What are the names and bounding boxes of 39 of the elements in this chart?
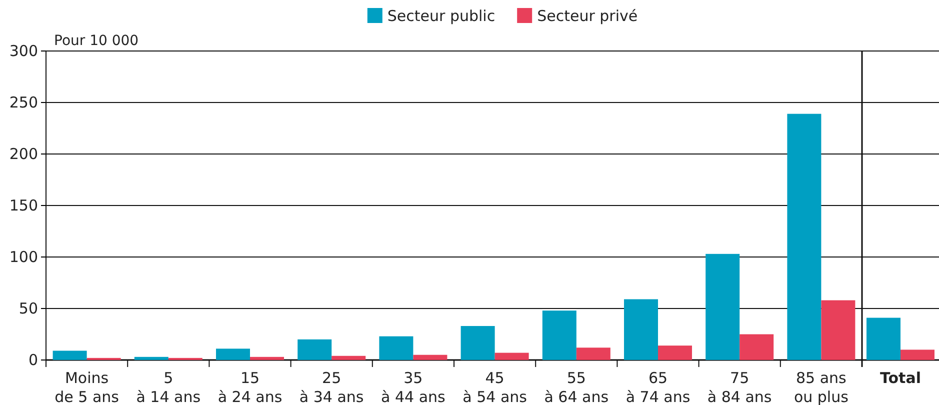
x-tick-label: 85 ans ou plus xyxy=(794,369,849,405)
bar xyxy=(216,348,250,360)
bar xyxy=(542,310,576,360)
x-tick-label: Total xyxy=(880,369,921,387)
bar xyxy=(52,350,87,360)
bar xyxy=(298,339,332,360)
x-tick-label: Moins de 5 ans xyxy=(54,369,120,405)
bar xyxy=(658,346,692,360)
x-tick-label: 35 à 44 ans xyxy=(381,369,446,405)
x-tick-label: 5 à 14 ans xyxy=(136,369,201,405)
y-tick-label: 250 xyxy=(9,93,38,112)
bar xyxy=(494,352,529,360)
bar xyxy=(706,254,740,360)
bar xyxy=(624,299,658,360)
y-axis-title: Pour 10 000 xyxy=(54,33,139,49)
legend-label: Secteur privé xyxy=(537,7,638,25)
x-tick-label: 55 à 64 ans xyxy=(544,369,609,405)
x-tick-label: 45 à 54 ans xyxy=(462,369,528,405)
bar xyxy=(413,354,448,360)
bar xyxy=(134,356,168,360)
y-tick-label: 150 xyxy=(9,196,38,214)
bar xyxy=(787,114,822,360)
y-tick-label: 0 xyxy=(28,350,38,369)
bar xyxy=(332,356,366,360)
bar xyxy=(576,348,610,360)
x-tick-label: 15 à 24 ans xyxy=(218,369,282,405)
y-tick-label: 100 xyxy=(9,248,38,266)
x-tick-label: 75 à 84 ans xyxy=(707,369,772,405)
y-tick-label: 200 xyxy=(9,144,38,163)
bar xyxy=(460,326,495,360)
x-tick-label: 25 à 34 ans xyxy=(299,369,364,405)
bar xyxy=(250,356,284,360)
legend-label: Secteur public xyxy=(387,7,496,25)
y-tick-label: 50 xyxy=(18,299,38,318)
y-tick-label: 300 xyxy=(9,42,38,60)
bar xyxy=(740,334,774,360)
x-tick-label: 65 à 74 ans xyxy=(626,369,690,405)
bar xyxy=(821,300,856,360)
bar xyxy=(379,336,414,360)
